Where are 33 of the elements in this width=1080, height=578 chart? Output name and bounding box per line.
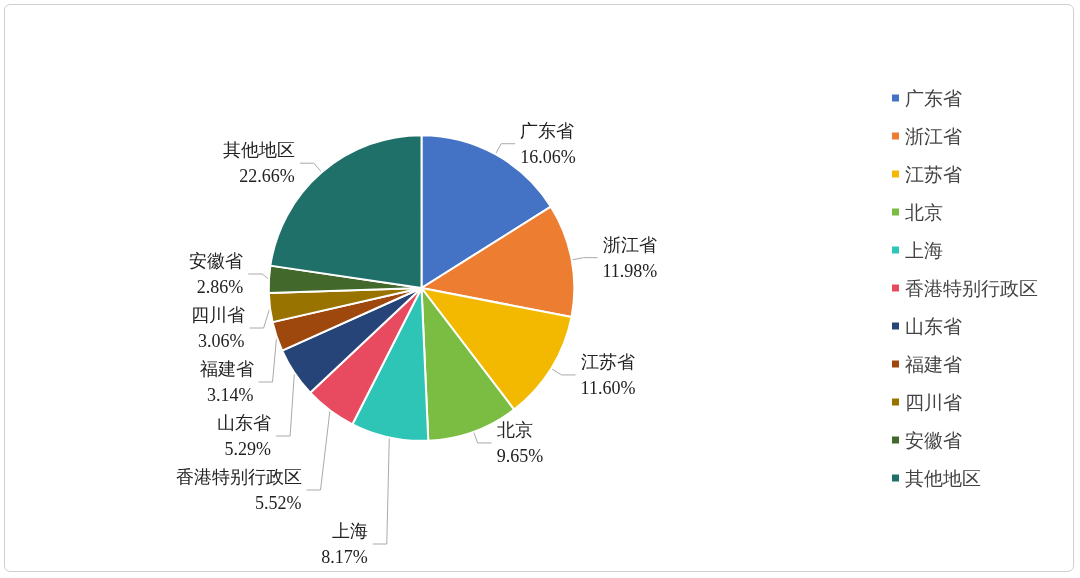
slice-label: 山东省 <box>217 413 272 433</box>
legend-label: 四川省 <box>905 391 962 413</box>
legend-label: 福建省 <box>905 353 962 375</box>
slice-label: 其他地区 <box>222 140 295 161</box>
legend-label: 香港特别行政区 <box>905 277 1038 299</box>
legend-label: 广东省 <box>905 87 962 109</box>
legend-label: 浙江省 <box>905 125 962 147</box>
data-label: 5.29% <box>224 439 272 459</box>
data-label: 3.14% <box>207 385 254 405</box>
data-label: 3.06% <box>198 331 245 351</box>
data-label: 5.52% <box>255 493 302 513</box>
slice-label: 四川省 <box>190 305 245 325</box>
data-label: 11.98% <box>602 260 658 281</box>
data-label: 22.66% <box>239 166 295 187</box>
data-label: 8.17% <box>321 547 368 567</box>
slice-label: 广东省 <box>520 120 575 141</box>
data-label: 16.06% <box>520 146 576 167</box>
legend-label: 其他地区 <box>905 467 981 489</box>
data-label: 11.60% <box>580 377 636 398</box>
data-label: 2.86% <box>196 277 244 297</box>
legend-label: 安徽省 <box>905 429 962 451</box>
legend-label: 山东省 <box>905 315 962 337</box>
legend-label: 北京 <box>905 201 943 223</box>
data-label: 9.65% <box>496 445 544 466</box>
slice-label: 北京 <box>496 419 533 440</box>
slice-label: 上海 <box>331 521 368 541</box>
slice-label: 安徽省 <box>189 251 244 271</box>
legend-label: 江苏省 <box>905 163 962 185</box>
slice-label: 福建省 <box>199 359 254 379</box>
slice-label: 江苏省 <box>580 351 635 372</box>
slice-label: 浙江省 <box>602 234 657 255</box>
legend-label: 上海 <box>905 239 943 261</box>
slice-label: 香港特别行政区 <box>175 467 302 487</box>
